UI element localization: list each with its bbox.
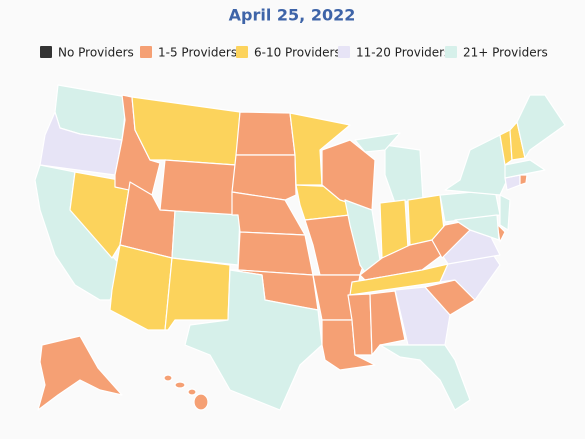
state: [519, 174, 528, 186]
legend-label: 1-5 Providers: [158, 46, 237, 60]
state: [159, 159, 237, 216]
legend-swatch: [236, 46, 248, 58]
legend-swatch: [338, 46, 350, 58]
state: [369, 290, 406, 356]
legend-label: No Providers: [58, 46, 134, 60]
state: [187, 388, 197, 396]
state: [184, 269, 323, 411]
state: [379, 344, 471, 411]
state: [174, 381, 186, 389]
state: [237, 231, 314, 276]
state: [394, 286, 451, 346]
state: [171, 210, 241, 266]
state: [504, 159, 546, 179]
state: [164, 257, 231, 331]
state: [37, 335, 123, 411]
us-map: [34, 84, 566, 411]
legend-swatch: [40, 46, 52, 58]
state: [235, 111, 296, 156]
state: [193, 393, 209, 411]
legend-label: 11-20 Providers: [356, 46, 450, 60]
legend: No Providers 1-5 Providers 6-10 Providers 1…: [40, 46, 548, 60]
state: [163, 374, 173, 382]
legend-swatch: [140, 46, 152, 58]
state: [347, 293, 373, 356]
state: [499, 194, 511, 231]
state: [516, 94, 566, 159]
legend-swatch: [445, 46, 457, 58]
state: [454, 214, 500, 241]
legend-label: 6-10 Providers: [254, 46, 341, 60]
title: April 25, 2022: [229, 6, 356, 25]
state: [231, 154, 297, 201]
legend-label: 21+ Providers: [463, 46, 548, 60]
state: [354, 132, 401, 153]
